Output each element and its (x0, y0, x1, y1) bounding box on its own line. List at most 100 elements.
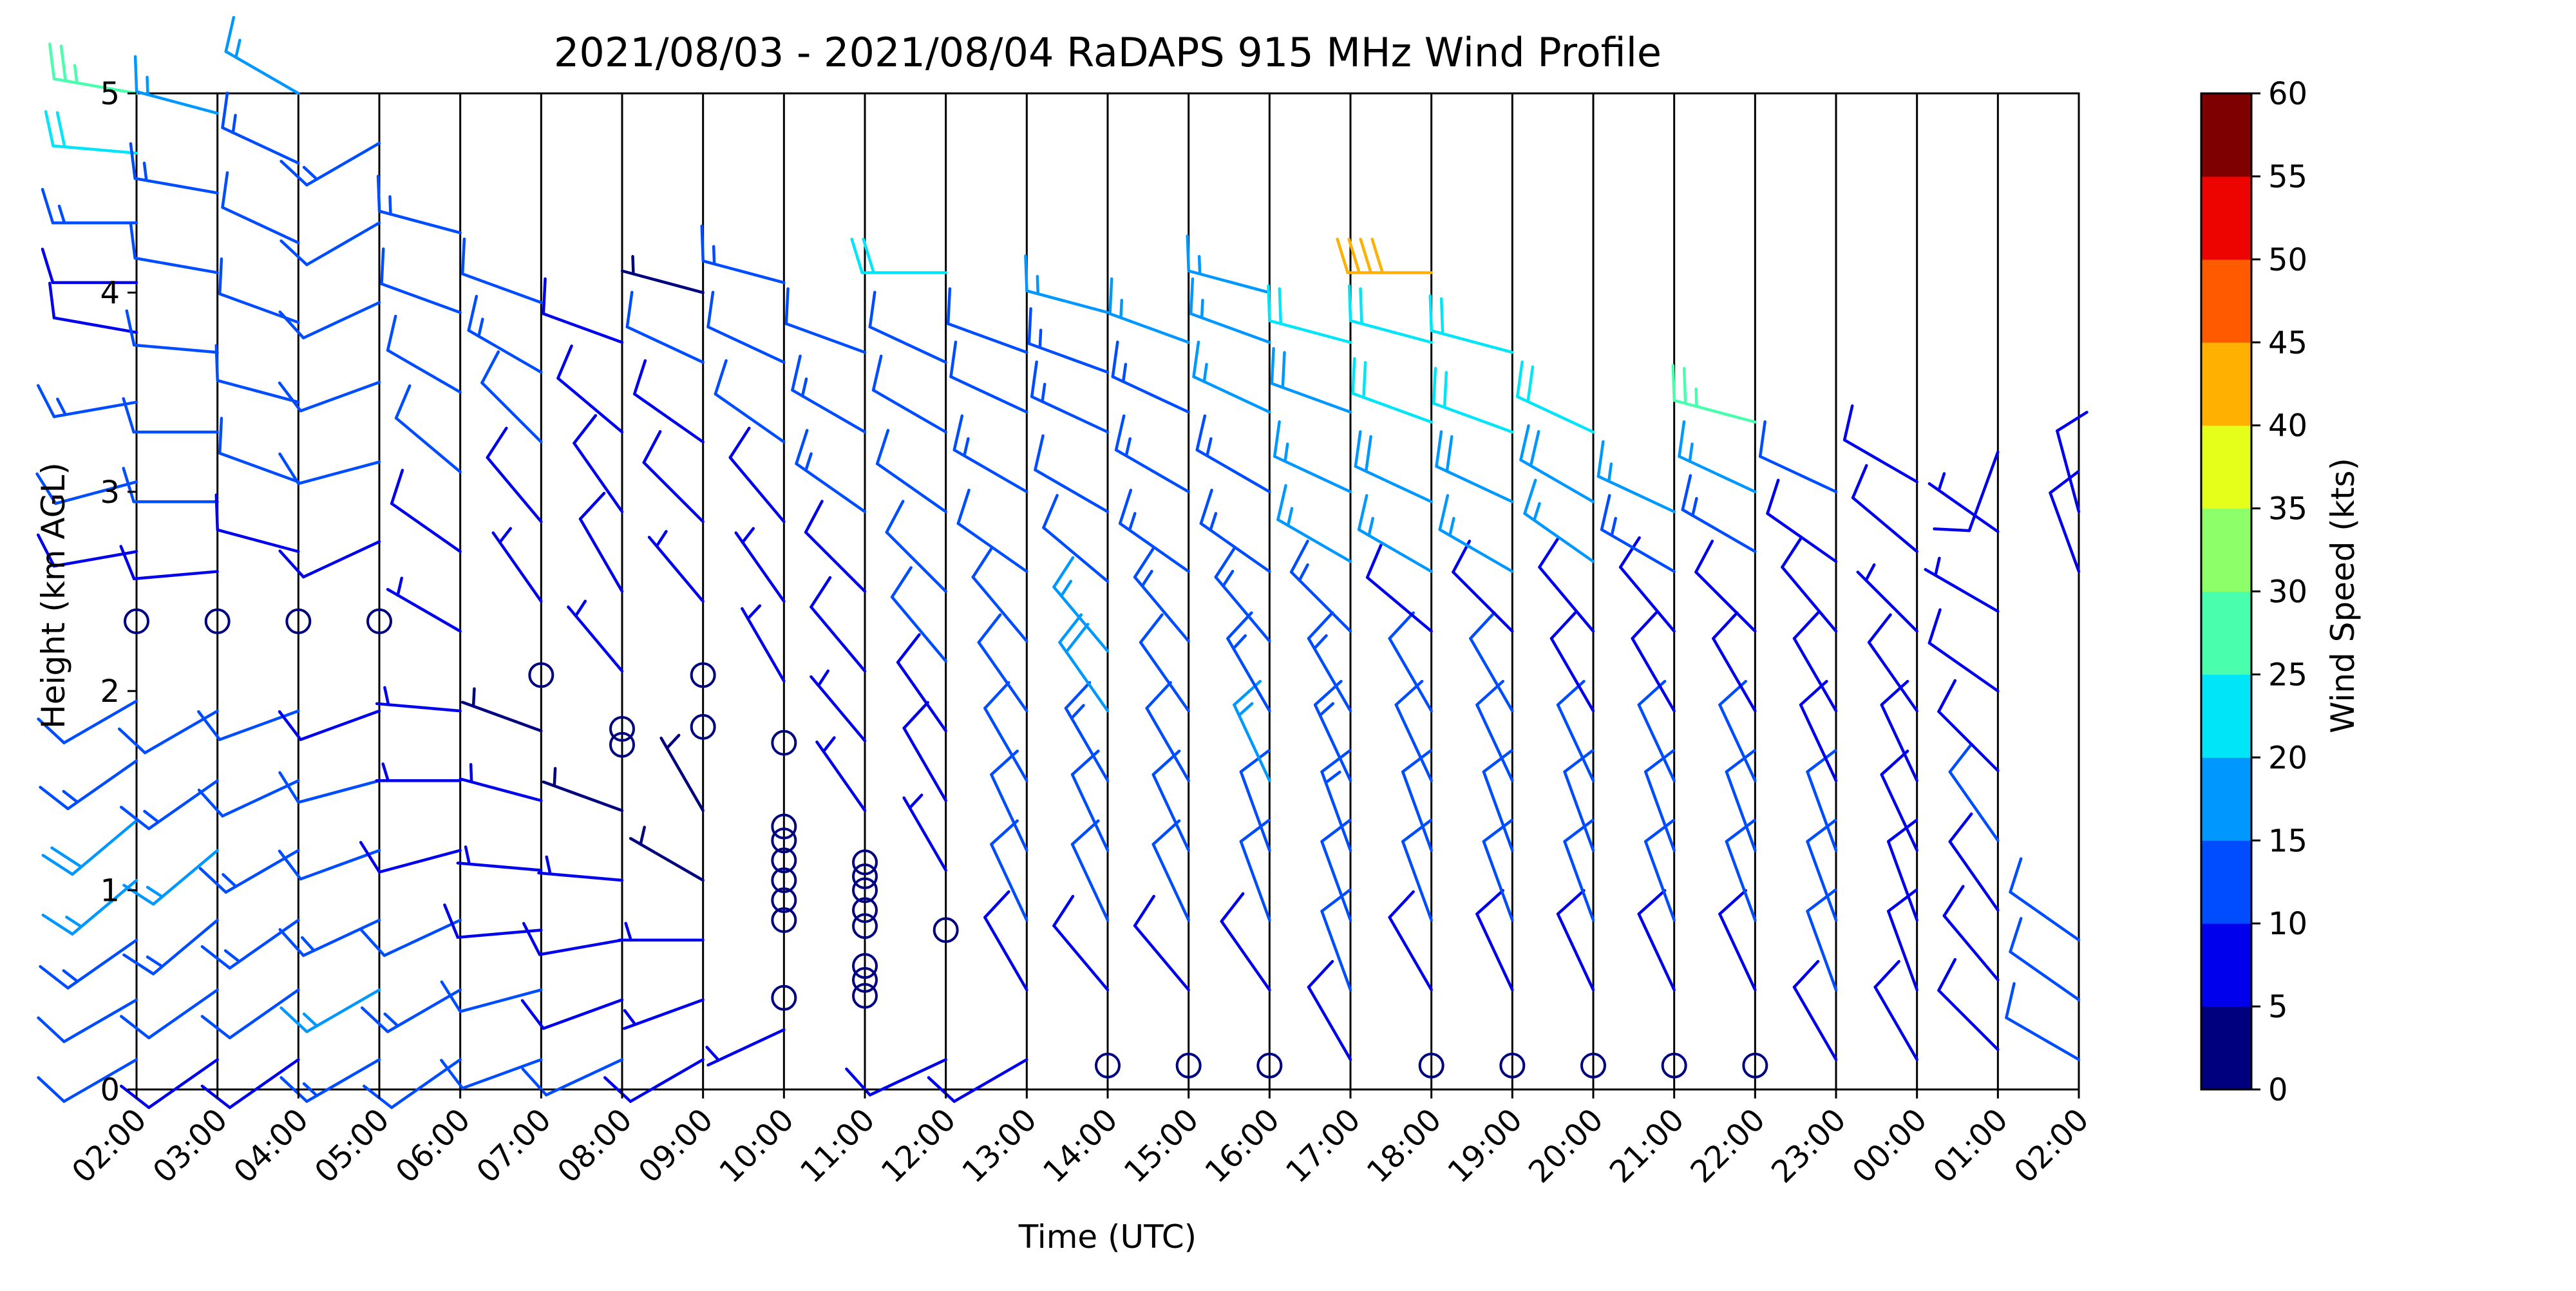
wind-barb (1214, 546, 1271, 643)
barb-shaft (133, 176, 219, 194)
barb-shaft (218, 451, 300, 484)
y-tick-label: 3 (100, 475, 120, 511)
barb-full-feather (37, 717, 66, 744)
barb-full-feather (1682, 366, 1687, 405)
barb-half-feather (1038, 328, 1043, 350)
barb-full-feather (1806, 818, 1837, 843)
wind-barb (623, 998, 705, 1030)
barb-shaft (734, 531, 786, 603)
x-axis: 02:0003:0004:0005:0006:0007:0008:0009:00… (65, 1089, 2096, 1190)
barb-half-feather (464, 845, 471, 866)
barb-shaft (386, 348, 462, 394)
wind-barb (467, 294, 543, 374)
barb-shaft (1725, 840, 1757, 922)
barb-shaft (567, 605, 624, 673)
barb-full-feather (197, 710, 222, 741)
wind-barb (122, 467, 219, 504)
calm-wind-circle (1095, 1052, 1121, 1079)
wind-barb (728, 426, 786, 523)
barb-full-feather (41, 187, 55, 225)
barb-shaft (1435, 465, 1514, 504)
y-axis: 0 1 2 3 4 5 (100, 76, 137, 1108)
barb-shaft (791, 388, 867, 434)
wind-barb (1108, 277, 1190, 344)
barb-half-feather (804, 452, 813, 472)
barb-shaft (1189, 312, 1271, 344)
barb-shaft (52, 400, 138, 419)
barb-half-feather (624, 921, 632, 942)
wind-barb (459, 762, 543, 802)
barb-full-feather (133, 55, 138, 93)
colorbar-segment (2201, 591, 2251, 675)
wind-barb (122, 849, 219, 906)
barb-full-feather (278, 771, 300, 804)
barb-full-feather (200, 1015, 232, 1040)
barb-half-feather (471, 687, 476, 708)
barb-full-feather (1133, 894, 1155, 927)
barb-shaft (1432, 402, 1514, 434)
barb-shaft (1070, 842, 1110, 922)
calm-wind-circle (771, 907, 797, 934)
wind-barb (278, 709, 381, 741)
wind-barb (218, 417, 300, 484)
barb-full-feather (1351, 357, 1356, 395)
barb-half-feather (1124, 437, 1132, 458)
wind-barb (197, 709, 300, 741)
barb-full-feather (1806, 889, 1837, 913)
barb-shaft (1401, 770, 1433, 852)
barb-full-feather (1725, 749, 1756, 773)
wind-barb (1189, 277, 1271, 344)
wind-barb (1618, 536, 1676, 633)
barb-full-feather (1873, 959, 1900, 989)
barb-half-feather (222, 872, 238, 888)
barb-half-feather (1694, 387, 1698, 408)
barb-shaft (1856, 570, 1918, 633)
barb-full-feather (1027, 307, 1032, 345)
wind-barb (603, 1058, 705, 1103)
barb-half-feather (1448, 516, 1455, 537)
x-tick-label: 06:00 (389, 1102, 477, 1190)
barb-shaft (305, 1058, 381, 1103)
barb-shaft (1643, 840, 1676, 922)
barb-shaft (1718, 703, 1757, 782)
barb-shaft (54, 480, 138, 505)
barb-half-feather (1691, 496, 1698, 517)
barb-full-feather (625, 290, 634, 328)
wind-barb (278, 849, 381, 881)
wind-barb (521, 1058, 624, 1097)
barb-shaft (1523, 512, 1595, 563)
wind-barb (1519, 424, 1595, 504)
calm-wind-circle (852, 983, 878, 1009)
barb-half-feather (963, 437, 970, 458)
wind-barb (197, 779, 300, 818)
barb-shaft (632, 392, 705, 444)
barb-half-feather (1688, 442, 1694, 463)
wind-barb (902, 793, 947, 872)
barb-shaft (1070, 773, 1110, 852)
barb-full-feather (224, 15, 236, 53)
barb-shaft (1842, 438, 1918, 484)
barb-shaft (1307, 637, 1352, 713)
wind-barb (1435, 430, 1514, 504)
barb-shaft (1469, 637, 1514, 713)
barb-full-feather (221, 171, 229, 209)
x-tick-label: 08:00 (551, 1102, 639, 1190)
wind-barb (573, 414, 624, 513)
barb-full-feather (1220, 892, 1245, 923)
barb-shaft (1563, 770, 1595, 852)
barb-shaft (1725, 770, 1757, 852)
barb-full-feather (1052, 894, 1075, 927)
barb-full-feather (1538, 536, 1560, 569)
wind-barb (1199, 488, 1271, 573)
barb-shaft (1886, 840, 1918, 922)
barb-full-feather (1064, 681, 1092, 710)
colorbar-tick-label: 50 (2268, 242, 2307, 278)
barb-full-feather (1948, 812, 1973, 843)
wind-barb (741, 604, 786, 683)
barb-shaft (1596, 475, 1676, 513)
wind-barb (990, 819, 1028, 922)
wind-barb (221, 91, 300, 165)
wind-barb (491, 527, 543, 603)
wind-barb (1145, 681, 1190, 782)
barb-shaft (1220, 919, 1271, 992)
